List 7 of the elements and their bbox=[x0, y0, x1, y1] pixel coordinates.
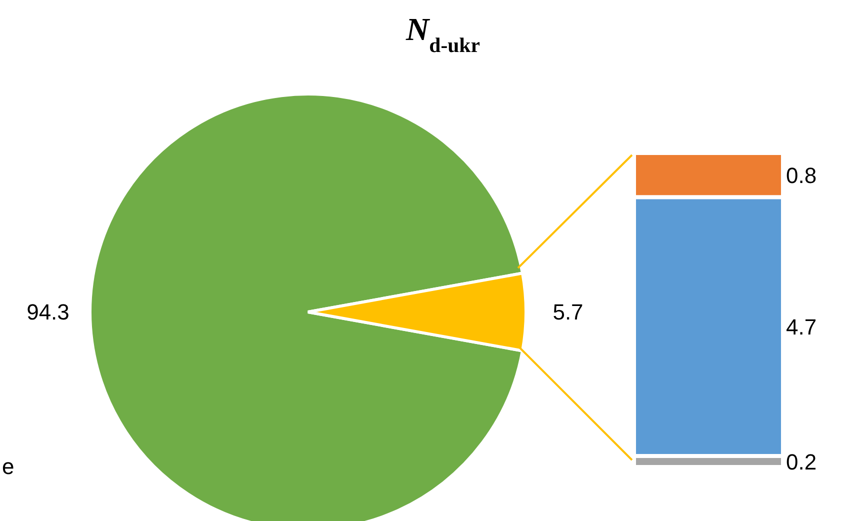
data-label: 4.7 bbox=[786, 314, 817, 340]
data-label: 94.3 bbox=[26, 300, 70, 324]
text: e bbox=[2, 454, 14, 479]
data-label: 0.8 bbox=[786, 162, 817, 188]
data-label: 0.2 bbox=[786, 449, 817, 474]
chart-title: N$_{d-ukr}$ bbox=[405, 11, 480, 56]
data-label: 5.7 bbox=[552, 300, 584, 324]
